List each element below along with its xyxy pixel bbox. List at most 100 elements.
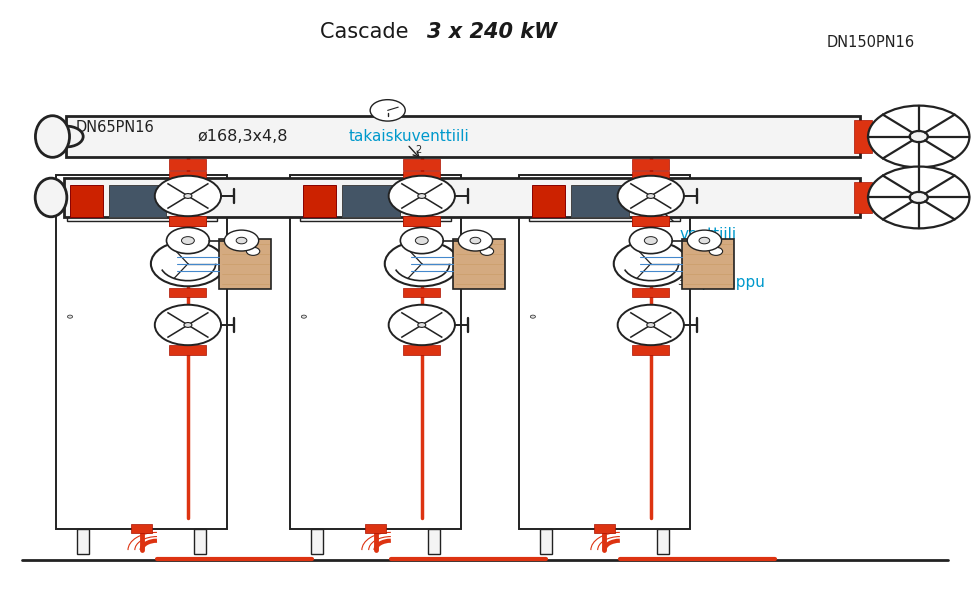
Circle shape (416, 236, 428, 244)
Text: Cascade: Cascade (320, 22, 421, 42)
Bar (66, 116, 860, 157)
Circle shape (617, 305, 684, 345)
Circle shape (459, 230, 493, 251)
Circle shape (480, 247, 494, 256)
Circle shape (184, 194, 192, 199)
Circle shape (405, 199, 412, 203)
Bar (366, 524, 386, 533)
Circle shape (167, 227, 210, 254)
Ellipse shape (35, 178, 67, 217)
Circle shape (699, 237, 710, 244)
Circle shape (389, 176, 455, 216)
Bar (304, 185, 336, 217)
Circle shape (385, 241, 459, 286)
Bar (428, 529, 440, 554)
Text: ø168,3x4,8: ø168,3x4,8 (198, 129, 288, 144)
Bar (170, 217, 207, 226)
Circle shape (224, 230, 259, 251)
Circle shape (389, 305, 455, 345)
Bar (404, 345, 440, 355)
Circle shape (301, 315, 307, 318)
Circle shape (645, 236, 658, 244)
Bar (64, 178, 860, 217)
Bar (301, 181, 451, 221)
Bar (290, 175, 461, 529)
Bar (540, 529, 552, 554)
Circle shape (617, 176, 684, 216)
Circle shape (370, 100, 405, 121)
Bar (532, 185, 565, 217)
Bar (220, 239, 271, 289)
Bar (131, 524, 152, 533)
Circle shape (246, 247, 260, 256)
Circle shape (172, 199, 178, 203)
Text: venttiili: venttiili (680, 227, 737, 242)
Bar (404, 216, 440, 226)
Bar (855, 120, 872, 153)
Bar (632, 171, 669, 181)
Bar (404, 159, 440, 170)
Circle shape (909, 192, 928, 203)
Circle shape (629, 227, 672, 254)
Text: 3 x 240 kW: 3 x 240 kW (426, 22, 557, 42)
Circle shape (68, 315, 73, 318)
Circle shape (710, 247, 722, 256)
Bar (454, 239, 505, 289)
Bar (170, 287, 207, 297)
Circle shape (155, 176, 221, 216)
Circle shape (868, 106, 969, 167)
Circle shape (151, 241, 225, 286)
Bar (170, 159, 207, 170)
Bar (658, 529, 669, 554)
Bar (170, 345, 207, 355)
Bar (404, 171, 440, 181)
Bar (67, 181, 217, 221)
Circle shape (417, 323, 425, 328)
Circle shape (417, 194, 425, 199)
Text: 3  pumppu: 3 pumppu (682, 275, 764, 290)
Circle shape (155, 305, 221, 345)
Circle shape (653, 199, 659, 203)
Circle shape (470, 237, 481, 244)
Bar (632, 216, 669, 226)
Bar (632, 345, 669, 355)
Bar (519, 175, 690, 529)
Circle shape (634, 199, 641, 203)
Bar (109, 185, 166, 217)
Bar (70, 185, 103, 217)
Text: DN150PN16: DN150PN16 (826, 35, 914, 50)
Bar (404, 287, 440, 297)
Circle shape (868, 167, 969, 229)
Bar (342, 185, 400, 217)
Circle shape (184, 323, 192, 328)
Circle shape (687, 230, 721, 251)
Bar (194, 529, 207, 554)
Text: takaiskuventtiili: takaiskuventtiili (349, 129, 469, 144)
Bar (170, 171, 207, 181)
Bar (594, 524, 614, 533)
Ellipse shape (35, 116, 70, 157)
Circle shape (909, 131, 928, 142)
Bar (76, 529, 89, 554)
Circle shape (401, 227, 443, 254)
Circle shape (647, 194, 655, 199)
Bar (57, 175, 227, 529)
Circle shape (647, 323, 655, 328)
Text: 3: 3 (677, 277, 684, 287)
Bar (311, 529, 322, 554)
Bar (632, 159, 669, 170)
Circle shape (530, 315, 535, 318)
Bar (682, 239, 734, 289)
Circle shape (423, 199, 430, 203)
Bar (855, 182, 872, 213)
Bar (632, 287, 669, 297)
Circle shape (189, 199, 196, 203)
Bar (170, 216, 207, 226)
Bar (404, 217, 440, 226)
Circle shape (236, 237, 247, 244)
Text: DN65PN16: DN65PN16 (75, 120, 155, 135)
Circle shape (651, 188, 680, 206)
Text: 2: 2 (415, 145, 421, 155)
Circle shape (49, 126, 83, 147)
Circle shape (613, 241, 688, 286)
